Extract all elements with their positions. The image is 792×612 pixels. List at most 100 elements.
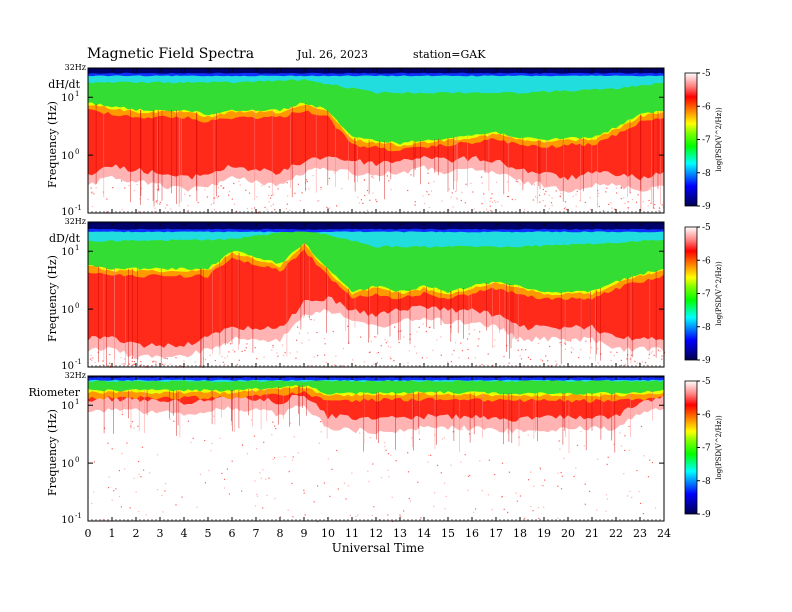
speckle: [436, 339, 438, 341]
speckle: [651, 462, 653, 464]
speckle: [433, 505, 435, 507]
speckle: [313, 356, 315, 358]
speckle: [508, 196, 510, 198]
speckle: [366, 209, 368, 211]
speckle: [153, 360, 155, 362]
speckle: [572, 195, 574, 197]
speckle: [306, 181, 308, 183]
speckle: [209, 354, 211, 356]
speckle: [631, 199, 633, 201]
x-tick-label: 20: [561, 527, 575, 540]
speckle: [279, 515, 282, 518]
speckle: [94, 361, 96, 364]
speckle: [623, 473, 625, 475]
speckle: [224, 357, 226, 359]
speckle: [472, 191, 474, 193]
colorbar: [684, 72, 698, 207]
speckle: [517, 181, 519, 183]
speckle: [537, 507, 539, 509]
speckle: [118, 495, 121, 498]
speckle: [607, 456, 609, 458]
speckle: [223, 478, 226, 480]
speckle: [657, 349, 660, 351]
speckle: [447, 361, 449, 363]
speckle: [262, 507, 264, 509]
speckle: [616, 351, 618, 353]
speckle: [490, 210, 492, 212]
speckle: [388, 180, 390, 182]
speckle: [115, 488, 117, 490]
speckle: [519, 355, 521, 357]
speckle: [103, 427, 106, 429]
speckle: [352, 359, 354, 361]
speckle: [266, 494, 268, 496]
speckle: [495, 201, 497, 203]
speckle: [532, 199, 534, 201]
speckle: [295, 357, 297, 359]
speckle: [303, 489, 305, 491]
speckle: [605, 510, 607, 512]
speckle: [381, 357, 383, 360]
speckle: [434, 434, 436, 436]
speckle: [91, 191, 93, 193]
speckle: [175, 357, 177, 359]
speckle: [490, 197, 492, 199]
speckle: [501, 205, 503, 207]
speckle: [662, 206, 664, 208]
speckle: [371, 514, 373, 517]
speckle: [661, 355, 663, 357]
speckle: [469, 474, 471, 476]
speckle: [451, 354, 453, 356]
speckle: [544, 479, 546, 481]
speckle: [606, 463, 608, 465]
x-tick-label: 6: [229, 527, 236, 540]
speckle: [427, 172, 429, 174]
speckle: [530, 505, 532, 508]
speckle: [262, 469, 264, 471]
speckle: [194, 361, 196, 363]
date-label: Jul. 26, 2023: [297, 48, 368, 61]
speckle: [363, 179, 366, 181]
speckle: [183, 360, 185, 362]
speckle: [410, 174, 412, 176]
speckle: [173, 420, 175, 422]
speckle: [389, 356, 391, 358]
speckle: [310, 319, 312, 321]
speckle: [341, 188, 343, 190]
speckle: [638, 490, 640, 493]
speckle: [419, 438, 421, 440]
speckle: [357, 514, 359, 516]
speckle: [636, 362, 638, 364]
speckle: [236, 364, 238, 366]
speckle: [131, 421, 134, 423]
colorbar-label: log(PSD(V^2/Hz)): [715, 261, 723, 326]
speckle: [450, 464, 452, 466]
speckle: [190, 441, 192, 443]
speckle: [387, 453, 390, 455]
speckle: [564, 206, 566, 208]
speckle: [327, 458, 329, 460]
speckle: [561, 341, 563, 343]
speckle: [615, 187, 617, 189]
speckle: [648, 357, 650, 359]
speckle: [473, 511, 475, 513]
speckle: [481, 364, 483, 366]
speckle: [407, 189, 409, 192]
speckle: [349, 514, 351, 516]
speckle: [636, 470, 638, 472]
speckle: [418, 326, 420, 328]
speckle: [156, 489, 159, 491]
speckle: [525, 349, 527, 351]
speckle: [373, 506, 375, 508]
speckle: [244, 349, 246, 352]
speckle: [287, 509, 289, 511]
speckle: [620, 364, 623, 366]
speckle: [390, 189, 392, 191]
speckle: [659, 350, 661, 352]
speckle: [427, 461, 429, 463]
speckle: [268, 477, 270, 479]
colorbar-tick-label: -5: [702, 223, 711, 233]
speckle: [549, 345, 551, 348]
speckle: [133, 190, 135, 192]
speckle: [543, 193, 546, 195]
